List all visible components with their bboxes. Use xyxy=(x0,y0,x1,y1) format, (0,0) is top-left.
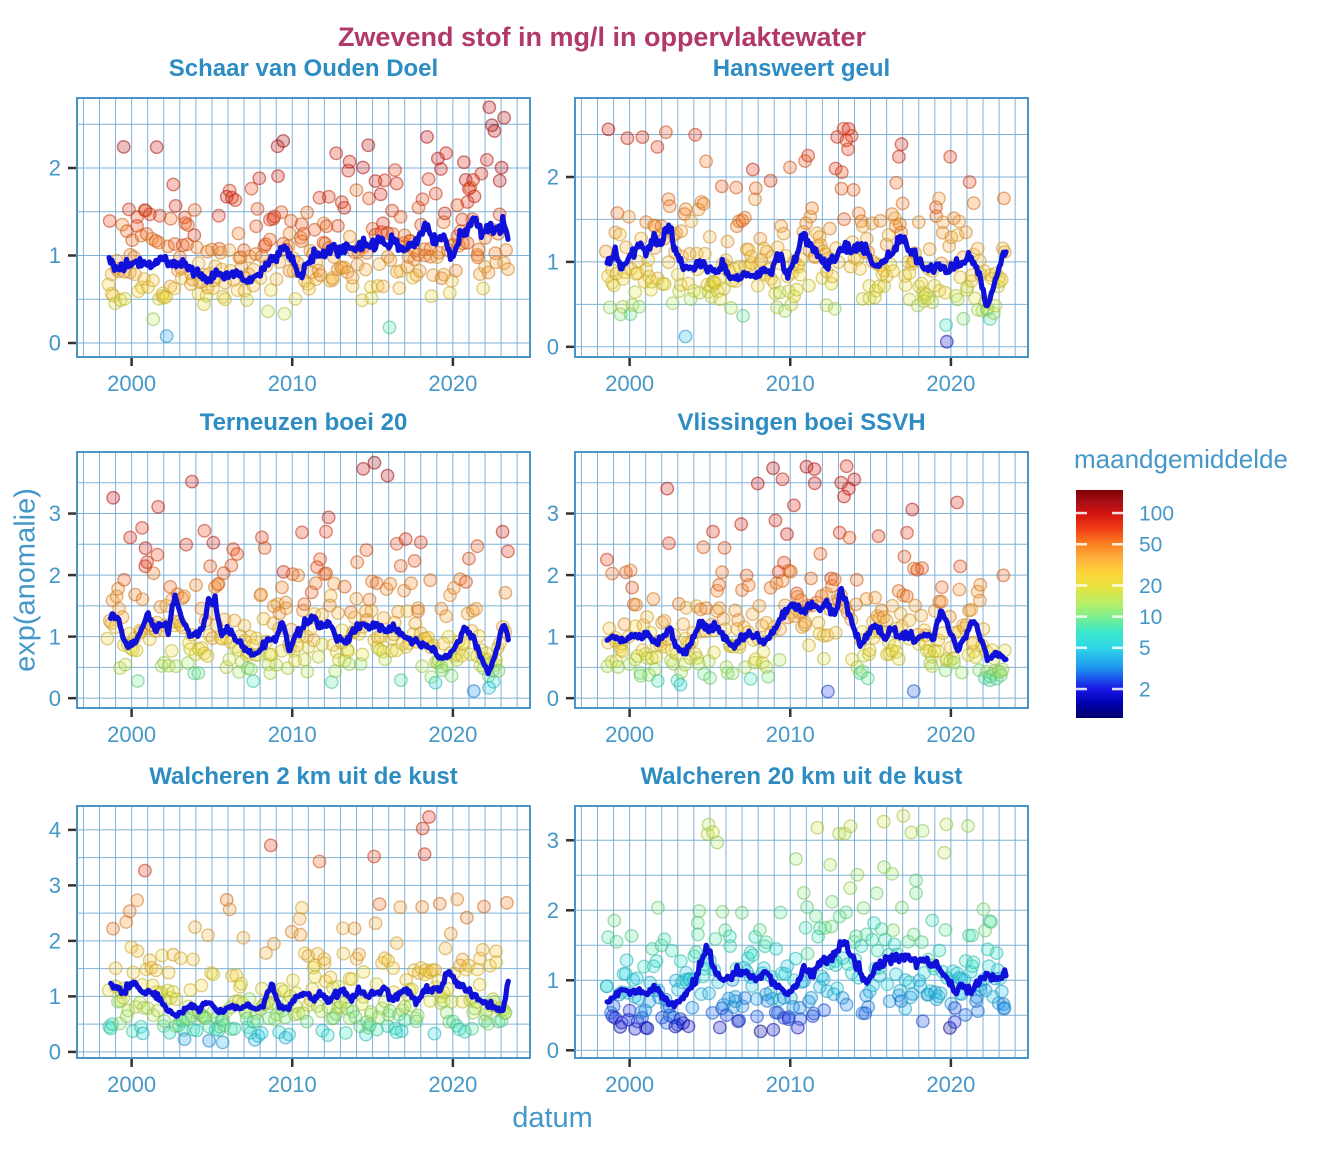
y-tick-label: 3 xyxy=(49,501,61,526)
y-tick-label: 3 xyxy=(547,501,559,526)
y-tick-label: 0 xyxy=(49,331,61,356)
legend-colorbar: 100 50 20 10 5 2 xyxy=(1076,490,1174,718)
x-tick-label: 2010 xyxy=(268,1072,317,1097)
axis-ticks: 2000 2010 2020 0 1 2 3 xyxy=(547,501,976,747)
gridlines xyxy=(575,806,1028,1058)
x-tick-label: 2020 xyxy=(428,371,477,396)
legend-tick-label: 20 xyxy=(1139,575,1162,598)
x-tick-label: 2020 xyxy=(428,722,477,747)
x-tick-label: 2000 xyxy=(107,722,156,747)
panel-2: 2000 2010 2020 0 1 2 3 xyxy=(49,451,531,747)
panel-border xyxy=(76,451,531,709)
axis-ticks: 2000 2010 2020 0 1 2 3 xyxy=(49,501,478,747)
scatter-points xyxy=(100,455,515,698)
panel-3: 2000 2010 2020 0 1 2 3 xyxy=(547,451,1029,747)
panel-border xyxy=(574,97,1029,358)
panel-title-walcheren-20km: Walcheren 20 km uit de kust xyxy=(640,763,963,790)
x-tick-label: 2000 xyxy=(605,722,654,747)
y-tick-label: 0 xyxy=(49,1040,61,1065)
legend-tick-label: 5 xyxy=(1139,637,1151,660)
panel-4: 2000 2010 2020 0 1 2 3 4 xyxy=(49,805,531,1097)
panel-0: 2000 2010 2020 0 1 2 xyxy=(49,97,531,396)
y-tick-label: 2 xyxy=(49,156,61,181)
trend-line xyxy=(604,585,1009,664)
trend-line xyxy=(106,213,511,285)
panel-5: 2000 2010 2020 0 1 2 3 xyxy=(547,805,1029,1097)
panel-title-hansweert-geul: Hansweert geul xyxy=(712,55,891,82)
y-tick-label: 0 xyxy=(547,335,559,360)
y-tick-label: 2 xyxy=(547,563,559,588)
legend-tick-label: 2 xyxy=(1139,678,1151,701)
axis-ticks: 2000 2010 2020 0 1 2 3 4 xyxy=(49,818,478,1097)
legend-tick-label: 100 xyxy=(1139,502,1174,525)
scatter-points xyxy=(598,121,1012,349)
x-tick-label: 2000 xyxy=(605,371,654,396)
panel-title-terneuzen-boei-20: Terneuzen boei 20 xyxy=(199,409,408,436)
scatter-points xyxy=(101,100,515,343)
x-tick-label: 2010 xyxy=(766,371,815,396)
x-tick-label: 2010 xyxy=(268,371,317,396)
x-tick-label: 2020 xyxy=(428,1072,477,1097)
chart-title: Zwevend stof in mg/l in oppervlaktewater xyxy=(337,22,867,52)
x-tick-label: 2020 xyxy=(926,371,975,396)
x-tick-label: 2010 xyxy=(766,1072,815,1097)
panel-1: 2000 2010 2020 0 1 2 xyxy=(547,97,1029,396)
x-tick-label: 2000 xyxy=(107,371,156,396)
trend-line xyxy=(604,222,1009,309)
y-tick-label: 3 xyxy=(49,873,61,898)
panel-border xyxy=(76,805,531,1059)
y-tick-label: 0 xyxy=(49,686,61,711)
y-tick-label: 2 xyxy=(49,929,61,954)
legend-title: maandgemiddelde xyxy=(1074,444,1288,474)
y-tick-label: 1 xyxy=(49,984,61,1009)
y-axis-title: exp(anomalie) xyxy=(9,488,42,672)
x-tick-label: 2000 xyxy=(605,1072,654,1097)
y-tick-label: 0 xyxy=(547,1038,559,1063)
legend-tick-label: 50 xyxy=(1139,534,1162,557)
trend-line xyxy=(108,592,511,677)
x-tick-label: 2000 xyxy=(107,1072,156,1097)
y-tick-label: 1 xyxy=(49,243,61,268)
panel-border xyxy=(76,97,531,358)
panel-border xyxy=(574,805,1029,1059)
y-tick-label: 2 xyxy=(547,165,559,190)
axis-ticks: 2000 2010 2020 0 1 2 xyxy=(49,156,478,396)
y-tick-label: 1 xyxy=(49,624,61,649)
y-tick-label: 4 xyxy=(49,818,61,843)
x-axis-title: datum xyxy=(512,1102,593,1134)
y-tick-label: 3 xyxy=(547,828,559,853)
panel-title-vlissingen-boei-ssvh: Vlissingen boei SSVH xyxy=(677,409,926,436)
axis-ticks: 2000 2010 2020 0 1 2 xyxy=(547,165,976,396)
y-tick-label: 2 xyxy=(49,563,61,588)
trend-line xyxy=(108,969,511,1019)
x-tick-label: 2020 xyxy=(926,1072,975,1097)
panel-border xyxy=(574,451,1029,709)
panel-title-schaar-van-ouden-doel: Schaar van Ouden Doel xyxy=(168,55,439,82)
trend-line xyxy=(604,938,1009,1010)
x-tick-label: 2020 xyxy=(926,722,975,747)
y-tick-label: 1 xyxy=(547,968,559,993)
legend-tick-label: 10 xyxy=(1139,606,1162,629)
x-tick-label: 2010 xyxy=(268,722,317,747)
panel-title-walcheren-2km: Walcheren 2 km uit de kust xyxy=(149,763,458,790)
y-tick-label: 1 xyxy=(547,624,559,649)
x-tick-label: 2010 xyxy=(766,722,815,747)
axis-ticks: 2000 2010 2020 0 1 2 3 xyxy=(547,828,976,1097)
y-tick-label: 1 xyxy=(547,250,559,275)
y-tick-label: 2 xyxy=(547,898,559,923)
y-tick-label: 0 xyxy=(547,686,559,711)
